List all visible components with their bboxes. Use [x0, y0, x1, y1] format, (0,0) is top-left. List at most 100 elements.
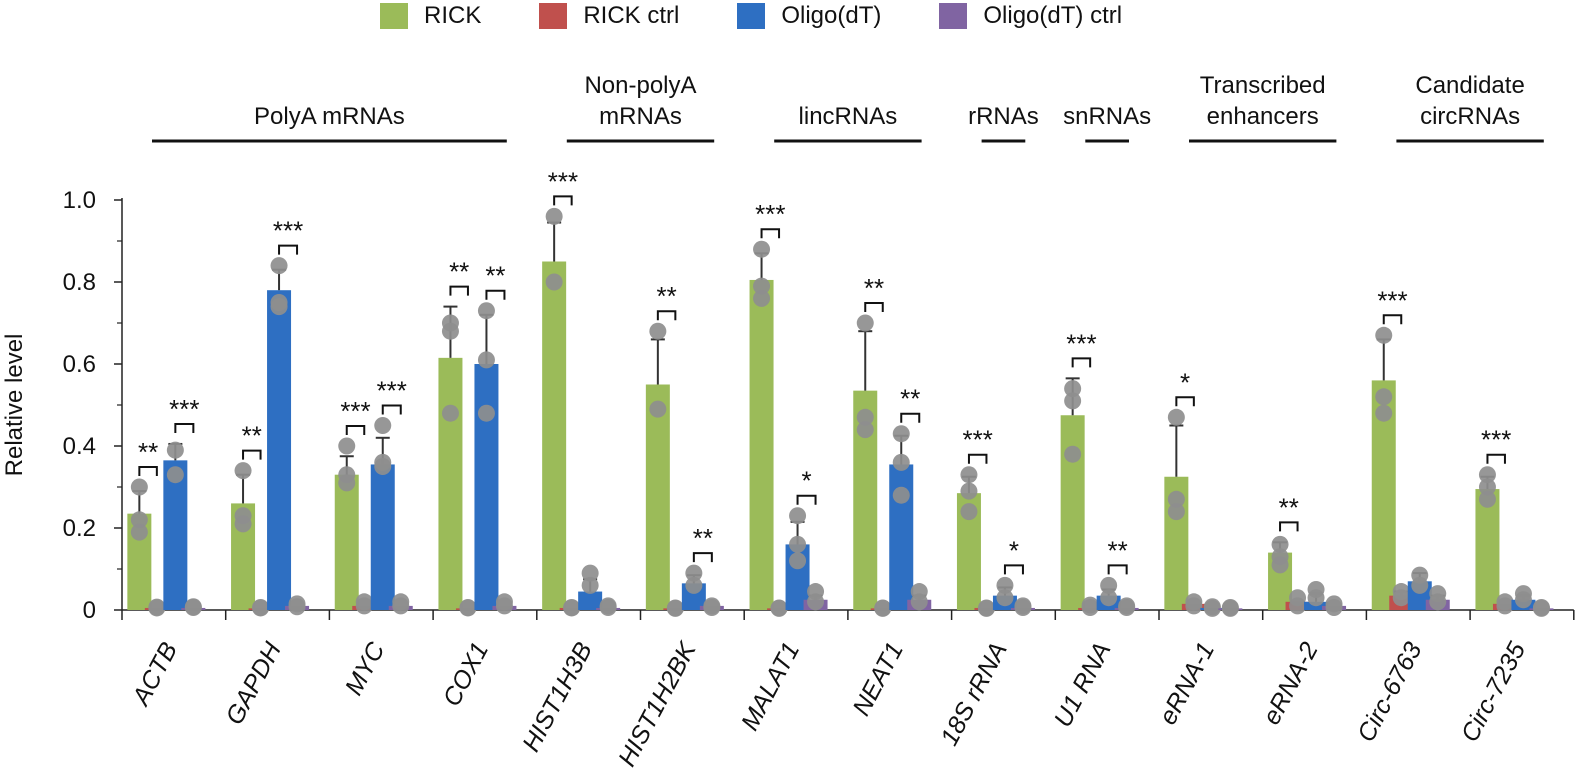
group-label-line: enhancers [1207, 103, 1319, 130]
data-point-oligo-dt-myc [374, 417, 392, 434]
data-point-rick-actb [130, 478, 148, 496]
data-point-oligo-dt-myc [374, 458, 392, 475]
significance-bracket-18s-rrna-oligo-dt [1003, 564, 1024, 575]
data-point-oligo-dt-hist1h2bk [685, 564, 703, 582]
significance-label-gapdh-oligo-dt: *** [273, 216, 303, 246]
significance-label-myc-oligo-dt: *** [377, 376, 407, 406]
data-point-oligo-dt-cox1 [477, 404, 495, 422]
data-point-oligo-dt-hist1h3b [581, 576, 599, 594]
significance-bracket-u1-rna-oligo-dt [1107, 564, 1128, 575]
significance-label-neat1-rick: ** [864, 273, 884, 303]
data-point-oligo-dt-18s-rrna [996, 589, 1014, 607]
data-point-rick-hist1h3b [545, 273, 563, 291]
y-axis-label: Relative level [1, 334, 28, 477]
significance-label-hist1h2bk-oligo-dt: ** [693, 523, 713, 553]
data-point-oligo-dt-neat1 [892, 425, 910, 443]
group-label-candidate-circrnas: Candidate circRNAs [1415, 72, 1524, 130]
data-point-rick-neat1 [856, 421, 874, 439]
significance-bracket-gapdh-oligo-dt [278, 244, 299, 255]
significance-bracket-neat1-rick [864, 302, 884, 312]
data-point-oligo-dt-circ-7235 [1514, 591, 1532, 609]
bar-rick-cox1 [438, 357, 463, 610]
data-point-oligo-dt-ctrl-circ-7235 [1532, 599, 1550, 617]
data-point-rick-myc [338, 437, 356, 455]
significance-bracket-circ-6763-rick [1382, 314, 1403, 325]
legend-swatch-oligo-ctrl [939, 3, 968, 29]
group-label-snrnas: snRNAs [1063, 103, 1151, 130]
data-point-rick-cox1 [441, 322, 459, 340]
data-point-rick-malat1 [753, 289, 771, 307]
bar-rick-hist1h3b [542, 261, 567, 610]
data-point-rick-ctrl-erna-2 [1289, 597, 1307, 615]
data-point-rick-ctrl-neat1 [874, 599, 892, 617]
legend-label-oligo: Oligo(dT) [781, 2, 882, 29]
data-point-oligo-dt-ctrl-actb [184, 599, 202, 617]
data-point-oligo-dt-cox1 [477, 351, 495, 369]
data-point-rick-hist1h3b [545, 207, 563, 225]
data-point-rick-u1-rna [1064, 380, 1082, 398]
data-point-oligo-dt-ctrl-u1-rna [1118, 599, 1136, 617]
bar-oligo-dt-gapdh [267, 290, 292, 610]
data-point-oligo-dt-ctrl-circ-6763 [1429, 593, 1447, 611]
significance-bracket-malat1-rick [760, 228, 781, 239]
x-tick-label-circ-7235: Circ-7235 [1456, 638, 1532, 747]
bar-rick-u1-rna [1060, 415, 1085, 610]
legend-swatch-oligo [737, 3, 766, 29]
data-point-rick-erna-1 [1167, 503, 1185, 521]
bar-oligo-dt-neat1 [889, 464, 914, 610]
significance-label-myc-rick: *** [340, 396, 370, 426]
group-label-line: circRNAs [1420, 103, 1520, 130]
data-point-oligo-dt-hist1h3b [581, 564, 599, 582]
significance-label-circ-6763-rick: *** [1377, 285, 1407, 315]
x-tick-label-hist1h3b: HIST1H3B [517, 638, 598, 757]
data-point-oligo-dt-erna-2 [1307, 589, 1325, 607]
bar-rick-myc [334, 474, 359, 610]
group-label-line: rRNAs [968, 103, 1039, 130]
data-point-oligo-dt-ctrl-cox1 [495, 597, 513, 615]
significance-bracket-gapdh-rick [242, 449, 262, 460]
data-point-oligo-dt-neat1 [892, 453, 910, 471]
legend-item-rick-ctrl: RICK ctrl [539, 2, 679, 30]
significance-label-neat1-oligo-dt: ** [900, 384, 920, 414]
legend-label-rick: RICK [424, 2, 482, 29]
x-tick-label-gapdh: GAPDH [220, 637, 287, 729]
legend-label-oligo-ctrl: Oligo(dT) ctrl [983, 2, 1123, 29]
legend-swatch-rick-ctrl [539, 3, 568, 29]
data-point-rick-ctrl-circ-6763 [1392, 589, 1410, 607]
data-point-rick-actb [130, 523, 148, 541]
y-tick-label: 0.6 [63, 351, 96, 378]
group-label-line: Transcribed [1200, 72, 1326, 99]
significance-bracket-hist1h3b-rick [553, 195, 573, 206]
data-point-oligo-dt-neat1 [892, 486, 910, 504]
data-point-oligo-dt-ctrl-hist1h2bk [703, 599, 721, 617]
significance-bracket-u1-rna-rick [1071, 357, 1092, 368]
data-point-rick-u1-rna [1064, 445, 1082, 463]
y-tick-label: 0.2 [63, 515, 96, 542]
data-point-oligo-dt-ctrl-neat1 [910, 593, 928, 611]
group-label-line: Candidate [1415, 72, 1524, 99]
data-point-rick-ctrl-actb [148, 599, 166, 617]
significance-bracket-hist1h2bk-rick [656, 310, 677, 321]
significance-label-actb-rick: ** [138, 437, 158, 467]
bar-oligo-dt-myc [370, 464, 395, 610]
bar-rick-circ-7235 [1475, 489, 1500, 610]
data-point-rick-ctrl-hist1h2bk [666, 599, 684, 617]
significance-label-malat1-rick: *** [755, 199, 785, 229]
bar-oligo-dt-cox1 [474, 364, 499, 610]
y-tick-label: 0.8 [63, 269, 96, 296]
significance-label-malat1-oligo-dt: * [801, 466, 811, 496]
significance-label-circ-7235-rick: *** [1481, 425, 1511, 455]
data-point-rick-ctrl-circ-7235 [1496, 597, 1514, 615]
legend-swatch-rick [380, 3, 408, 29]
group-label-line: mRNAs [599, 103, 682, 130]
group-label-rrnas: rRNAs [968, 103, 1039, 130]
data-point-rick-myc [338, 474, 356, 492]
data-point-rick-ctrl-gapdh [252, 599, 270, 617]
data-point-rick-circ-6763 [1375, 388, 1393, 406]
significance-label-erna-1-rick: * [1180, 367, 1190, 397]
data-point-rick-hist1h2bk [649, 322, 667, 340]
significance-bracket-hist1h2bk-oligo-dt [692, 552, 713, 563]
significance-label-cox1-oligo-dt: ** [485, 261, 505, 291]
group-label-polya-mrnas: PolyA mRNAs [254, 103, 405, 130]
group-label-line: lincRNAs [799, 103, 898, 130]
